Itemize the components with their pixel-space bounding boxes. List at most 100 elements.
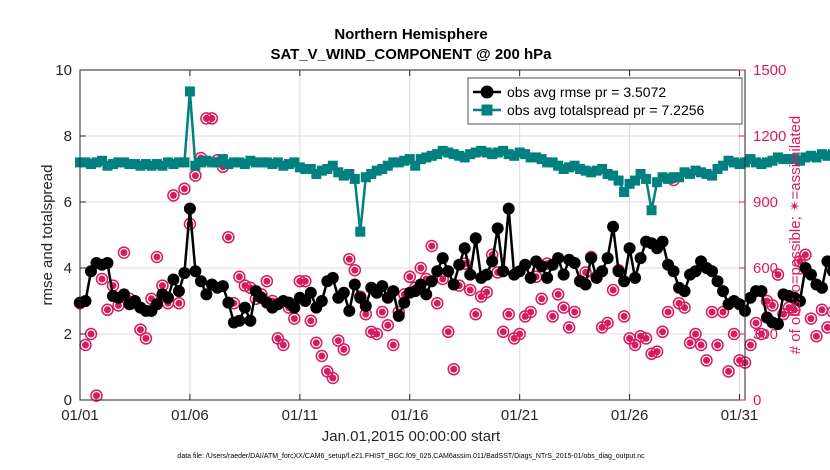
- spread-point: [503, 149, 514, 160]
- spread-point: [558, 164, 569, 174]
- y2-tick-label: 900: [753, 194, 778, 211]
- obs-assimilated-marker: [560, 304, 568, 312]
- spread-point: [745, 154, 756, 165]
- obs-possible-marker: [689, 327, 702, 341]
- obs-assimilated-marker: [373, 330, 381, 338]
- obs-assimilated-marker: [549, 312, 557, 320]
- obs-possible-marker: [387, 338, 400, 352]
- spread-point: [827, 149, 830, 160]
- obs-count-point: [815, 303, 829, 317]
- legend-box: [467, 77, 743, 125]
- spread-point: [107, 159, 118, 170]
- obs-assimilated-marker: [81, 341, 89, 349]
- obs-assimilated-marker: [417, 264, 425, 272]
- legend: obs avg rmse pr = 3.5072 obs avg totalsp…: [467, 77, 743, 125]
- obs-possible-marker: [513, 327, 526, 341]
- obs-count-point: [414, 261, 427, 275]
- spread-point: [366, 168, 377, 179]
- obs-assimilated-marker: [279, 341, 287, 349]
- obs-count-point: [568, 305, 581, 319]
- obs-count-point: [326, 371, 340, 385]
- spread-point: [399, 155, 410, 166]
- obs-count-point: [689, 327, 702, 341]
- spread-point: [448, 149, 459, 160]
- rmse-point: [238, 301, 251, 314]
- obs-assimilated-marker: [565, 323, 573, 331]
- spread-point: [360, 172, 371, 183]
- rmse-point: [359, 299, 372, 312]
- obs-assimilated-marker: [757, 330, 765, 338]
- rmse-point: [618, 275, 631, 288]
- y2-axis-label: # of obs: o=possible; ✴=assimilated: [787, 116, 804, 355]
- obs-count-point: [722, 365, 735, 378]
- obs-assimilated-marker: [692, 330, 700, 338]
- obs-count-point: [150, 250, 164, 264]
- spread-point: [212, 157, 223, 168]
- obs-possible-marker: [315, 349, 329, 363]
- obs-possible-marker: [700, 354, 713, 367]
- spread-point: [492, 147, 503, 158]
- spread-point: [646, 205, 657, 216]
- obs-assimilated-marker: [92, 392, 100, 400]
- obs-assimilated-marker: [340, 345, 348, 353]
- chart-title: Northern Hemisphere: [334, 26, 487, 43]
- obs-possible-marker: [310, 336, 323, 350]
- spread-point: [597, 164, 608, 174]
- spread-point: [685, 168, 696, 179]
- obs-possible-marker: [628, 338, 642, 352]
- obs-possible-marker: [722, 365, 735, 378]
- rmse-point: [425, 275, 438, 288]
- rmse-point: [442, 265, 455, 278]
- spread-point: [674, 172, 685, 183]
- obs-assimilated-marker: [714, 341, 722, 349]
- obs-count-point: [139, 332, 153, 345]
- obs-possible-marker: [326, 371, 340, 385]
- obs-assimilated-marker: [664, 308, 672, 316]
- spread-point: [564, 162, 575, 173]
- spread-point: [333, 167, 344, 178]
- spread-point: [767, 155, 778, 166]
- obs-assimilated-marker: [136, 326, 144, 334]
- spread-point: [113, 157, 124, 168]
- rmse-point: [150, 298, 163, 311]
- plot-area-frame: [79, 69, 746, 401]
- rmse-point: [519, 258, 532, 271]
- obs-possible-marker: [337, 343, 351, 356]
- rmse-point: [447, 278, 460, 291]
- obs-possible-marker: [480, 285, 493, 299]
- obs-assimilated-marker: [235, 273, 243, 281]
- obs-count-point: [799, 248, 812, 262]
- obs-count-point: [788, 303, 801, 317]
- spread-point: [201, 155, 212, 166]
- obs-possible-marker: [804, 312, 818, 325]
- spread-point: [542, 157, 553, 168]
- obs-possible-marker: [403, 270, 417, 284]
- spread-point: [531, 152, 542, 163]
- obs-assimilated-marker: [378, 308, 386, 316]
- spread-point: [173, 157, 184, 168]
- spread-point: [151, 159, 162, 170]
- obs-count-point: [678, 301, 691, 314]
- obs-count-point: [233, 270, 246, 284]
- obs-possible-marker: [639, 332, 653, 345]
- obs-possible-marker: [139, 332, 153, 345]
- obs-count-markers: [73, 112, 830, 402]
- obs-assimilated-marker: [510, 334, 518, 342]
- spread-point: [146, 160, 157, 171]
- rmse-point: [497, 265, 510, 278]
- legend-rmse-label: obs avg rmse pr = 3.5072: [507, 84, 666, 100]
- obs-assimilated-marker: [686, 339, 694, 347]
- spread-point: [718, 160, 729, 171]
- rmse-point: [601, 252, 614, 265]
- obs-assimilated-marker: [312, 339, 320, 347]
- obs-assimilated-marker: [103, 306, 111, 314]
- spread-point: [190, 160, 201, 171]
- rmse-point: [568, 257, 581, 270]
- spread-point: [239, 159, 250, 170]
- spread-point: [481, 147, 492, 158]
- obs-possible-marker: [749, 316, 763, 330]
- rmse-point: [491, 222, 504, 235]
- obs-assimilated-marker: [790, 306, 798, 314]
- legend-rmse-marker: [480, 85, 494, 99]
- obs-assimilated-marker: [450, 365, 458, 373]
